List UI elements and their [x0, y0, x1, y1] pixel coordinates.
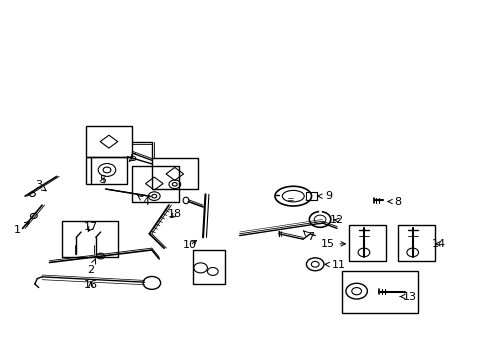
- Text: 8: 8: [387, 197, 401, 207]
- Bar: [61, 221, 118, 257]
- Bar: [341, 271, 417, 313]
- Text: 14: 14: [430, 239, 445, 249]
- Text: 4: 4: [137, 195, 149, 207]
- Text: 9: 9: [317, 191, 331, 201]
- Bar: [86, 157, 127, 184]
- Text: 17: 17: [83, 222, 98, 232]
- Bar: [397, 225, 434, 261]
- Text: 2: 2: [87, 259, 96, 275]
- Text: 16: 16: [84, 280, 98, 290]
- Text: 7: 7: [303, 231, 313, 242]
- Text: 5: 5: [100, 175, 106, 185]
- Text: 11: 11: [325, 260, 345, 270]
- Text: 18: 18: [168, 209, 182, 219]
- Text: 12: 12: [329, 215, 344, 225]
- Text: 1: 1: [14, 222, 29, 235]
- Text: 6: 6: [128, 153, 136, 163]
- Bar: [306, 192, 317, 200]
- Bar: [348, 225, 385, 261]
- Bar: [152, 158, 198, 189]
- Text: 15: 15: [320, 239, 345, 249]
- Text: 13: 13: [400, 292, 416, 302]
- Bar: [132, 166, 178, 202]
- Text: 10: 10: [183, 240, 197, 250]
- Text: 3: 3: [35, 180, 46, 191]
- Bar: [86, 126, 132, 157]
- Bar: [193, 250, 224, 284]
